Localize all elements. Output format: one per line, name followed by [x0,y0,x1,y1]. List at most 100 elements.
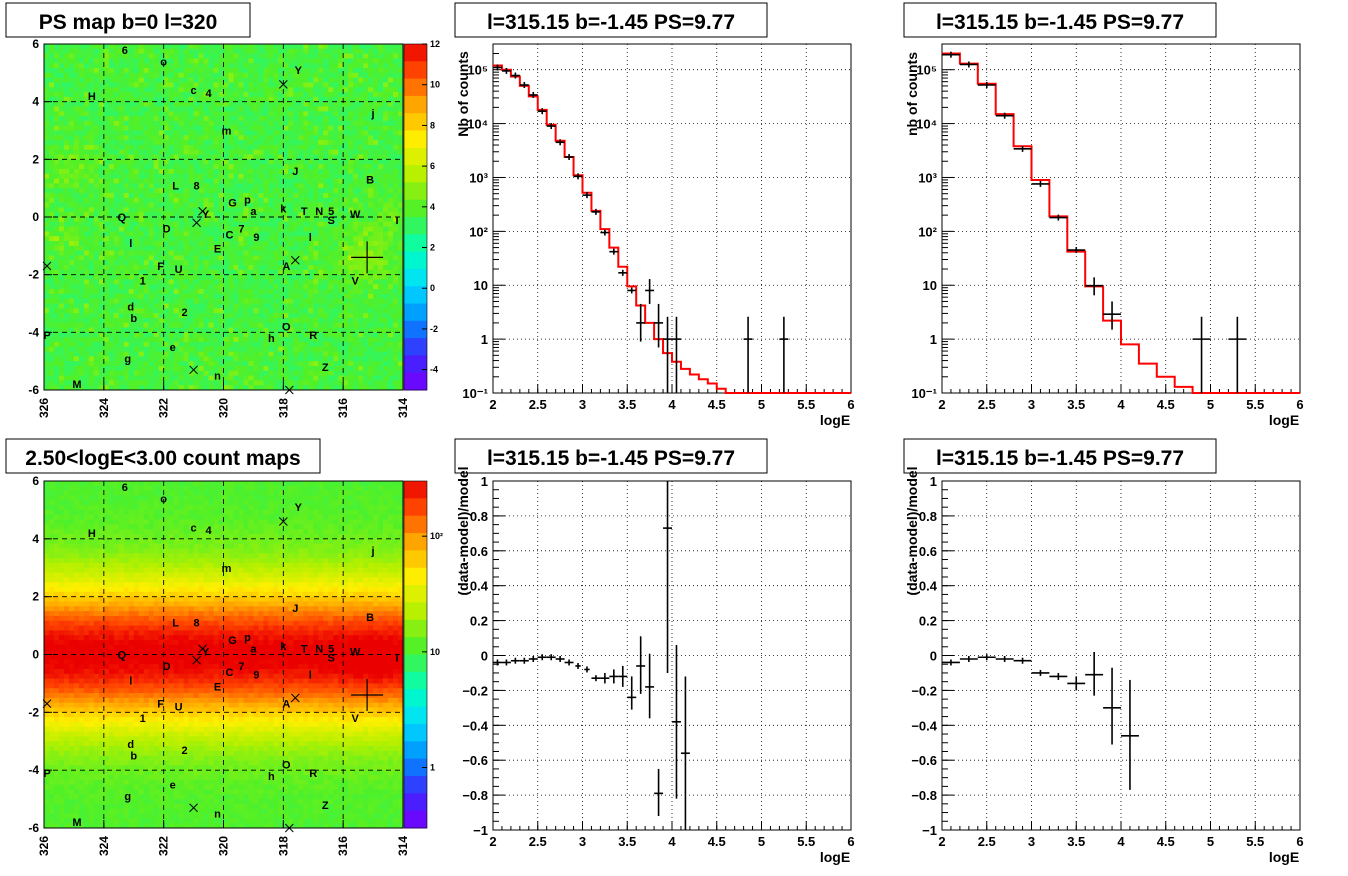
source-label: V [351,713,359,725]
colorbar-cell [404,602,427,621]
data-point [1085,277,1104,296]
x-tick-label: 5.5 [1246,397,1264,412]
y-axis-label: Nb of counts [455,51,471,137]
x-tick-label: 4.5 [1157,397,1175,412]
colorbar-cell [404,498,427,517]
colorbar-cell [404,515,427,534]
source-label: d [127,301,134,313]
y-tick-label: 0 [930,649,937,664]
x-tick-label: 320 [217,398,231,418]
x-tick-label: 6 [847,834,854,849]
source-label: C [226,229,234,241]
y-tick-label: -4 [28,325,39,339]
y-tick-label: 0 [32,210,39,224]
colorbar-tick-label: 6 [430,161,435,171]
source-label: S [328,215,335,227]
source-cross-marker [290,693,300,703]
colorbar-cell [404,61,427,80]
x-tick-label: 3 [1028,397,1035,412]
y-tick-label: -6 [28,383,39,397]
source-label: D [163,224,171,236]
y-tick-label: 0 [32,648,39,662]
colorbar-cell [404,320,427,339]
source-cross-marker [189,365,198,375]
data-point [654,303,664,348]
selected-source-marker [351,241,384,274]
data-point [537,108,547,115]
y-tick-label: 10³ [918,170,937,185]
colorbar-cell [404,251,427,270]
data-point [1031,180,1050,187]
data-point [743,316,753,393]
chart-title-box [454,438,768,474]
colorbar-cell [404,217,427,235]
source-cross-marker [290,255,300,265]
y-tick-label: 0.6 [470,544,488,559]
colorbar-cell [404,585,427,603]
source-label: 8 [194,180,200,192]
source-label: d [127,739,134,751]
source-label: N [315,644,323,656]
source-cross-marker [189,803,198,813]
x-tick-label: 322 [157,836,171,856]
y-tick-label: −0.8 [462,788,488,803]
colorbar-cell [404,810,427,829]
y-tick-label: 10 [474,278,488,293]
chart-title-box [5,438,321,474]
source-label: o [160,56,167,68]
colorbar-tick-label: 12 [430,39,440,49]
y-tick-label: -4 [28,763,39,777]
data-point [600,229,610,236]
y-axis-label: (data-model)/model [904,466,920,595]
data-point [519,657,529,664]
data-point [510,72,520,79]
x-tick-label: 314 [396,836,410,856]
source-cross-marker [198,206,207,216]
y-tick-label: 1 [481,474,488,489]
y-tick-label: −1 [473,823,488,838]
x-tick-label: 4.5 [708,834,726,849]
data-point [555,139,565,146]
colorbar-cell [404,567,427,586]
source-cross-marker [42,699,52,709]
data-point [546,654,556,661]
data-point [627,676,637,710]
colorbar-tick-label: 4 [430,202,435,212]
plot-frame [941,480,1301,831]
x-tick-label: 3 [579,834,586,849]
y-tick-label: −0.4 [462,718,488,733]
y-tick-label: 0.6 [919,544,937,559]
source-label: B [366,612,374,624]
source-label: k [280,641,287,653]
source-label: Z [322,362,329,374]
source-label: Y [295,65,303,77]
source-label: 9 [253,232,259,244]
data-point [555,655,565,662]
data-point [1085,652,1104,696]
y-tick-label: 4 [32,532,39,546]
data-point [995,112,1014,119]
source-label: A [282,699,290,711]
x-tick-label: 3.5 [618,834,636,849]
data-point [1049,214,1068,221]
y-tick-label: 10⁵ [467,63,488,78]
source-label: c [191,522,197,534]
source-label: Y [295,502,303,514]
source-label: H [88,528,96,540]
colorbar-tick-label: 10² [430,531,443,541]
data-point [1013,657,1032,664]
map-grid [44,44,403,390]
data-point [977,82,996,89]
y-tick-label: 10⁵ [916,63,937,78]
colorbar-cell [404,741,427,760]
colorbar-cell [404,689,427,708]
x-tick-label: 2.5 [529,834,547,849]
x-tick-label: 5.5 [797,834,815,849]
data-point [672,645,681,799]
colorbar-tick-label: 0 [430,283,435,293]
data-point [528,655,538,662]
source-label: l [309,670,312,682]
colorbar-tick-label: 2 [430,243,435,253]
data-point [680,676,690,830]
